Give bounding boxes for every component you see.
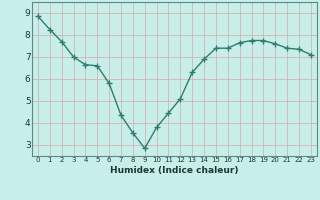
X-axis label: Humidex (Indice chaleur): Humidex (Indice chaleur): [110, 166, 239, 175]
